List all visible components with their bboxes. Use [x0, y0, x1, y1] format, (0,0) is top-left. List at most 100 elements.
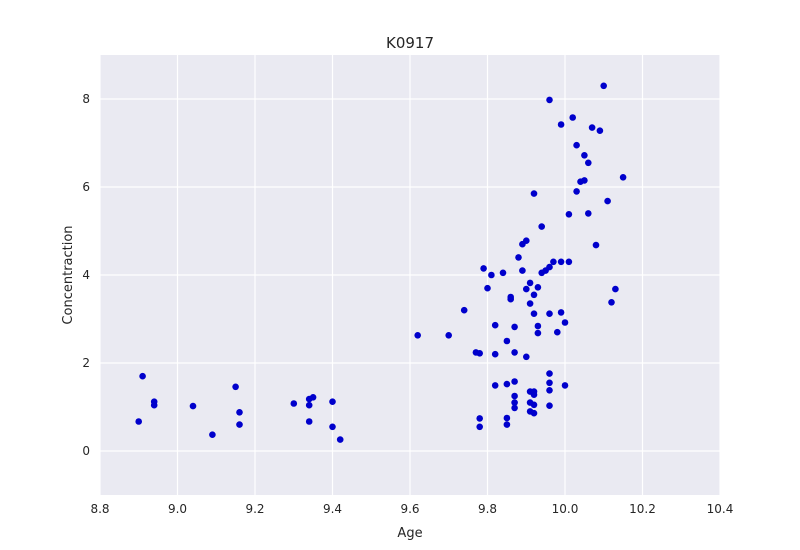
data-point [534, 322, 542, 330]
data-point [561, 319, 569, 326]
grid [99, 55, 721, 495]
data-point [550, 258, 557, 266]
x-tick-label: 9.8 [478, 502, 497, 516]
data-points [135, 82, 627, 443]
data-point [305, 401, 313, 409]
data-point [503, 337, 511, 345]
data-point [557, 309, 565, 316]
data-point [573, 188, 580, 195]
data-point [135, 418, 142, 425]
x-axis-label: Age [397, 526, 422, 541]
data-point [588, 124, 596, 131]
data-point [329, 398, 336, 406]
data-point [414, 332, 422, 339]
data-point [290, 400, 298, 407]
data-point [329, 423, 336, 431]
data-point [460, 306, 468, 314]
data-point [511, 392, 518, 400]
data-point [503, 421, 511, 428]
data-point [565, 211, 573, 218]
data-point [600, 82, 607, 90]
data-point [511, 323, 518, 331]
data-point [232, 383, 239, 391]
data-point [305, 418, 313, 425]
data-point [546, 96, 553, 104]
data-point [585, 159, 592, 167]
data-point [511, 404, 518, 412]
data-point [515, 254, 522, 261]
data-point [561, 382, 569, 389]
data-point [139, 372, 146, 380]
data-point [511, 349, 518, 356]
data-point [608, 299, 615, 306]
data-point [530, 401, 538, 409]
data-point [581, 152, 588, 159]
y-tick-labels: 0 2 4 6 8 [82, 92, 90, 458]
data-point [573, 141, 580, 149]
data-point [484, 284, 491, 292]
x-tick-label: 9.2 [245, 502, 264, 516]
data-point [523, 237, 530, 244]
x-tick-label: 10.2 [629, 502, 656, 516]
data-point [309, 394, 317, 401]
data-point [534, 284, 542, 291]
data-point [538, 223, 545, 230]
data-point [491, 350, 499, 358]
data-point [150, 401, 158, 409]
x-tick-label: 9.6 [400, 502, 419, 516]
data-point [546, 379, 553, 387]
data-point [619, 174, 627, 181]
data-point [546, 370, 553, 377]
data-point [530, 310, 538, 318]
y-tick-label: 8 [82, 92, 90, 106]
data-point [569, 114, 576, 121]
data-point [534, 329, 542, 337]
x-tick-labels: 8.8 9.0 9.2 9.4 9.6 9.8 10.0 10.2 10.4 [90, 502, 733, 516]
x-tick-label: 8.8 [90, 502, 109, 516]
data-point [476, 423, 484, 431]
data-point [526, 300, 534, 307]
data-point [557, 258, 565, 266]
data-point [189, 402, 197, 410]
x-tick-label: 10.4 [707, 502, 734, 516]
data-point [511, 378, 518, 385]
data-point [209, 431, 216, 439]
data-point [499, 269, 507, 277]
data-point [585, 210, 592, 217]
data-point [236, 421, 243, 428]
y-axis-label: Concentraction [61, 225, 76, 324]
data-point [546, 263, 553, 271]
chart-title: K0917 [386, 34, 434, 52]
data-point [530, 190, 538, 197]
data-point [519, 267, 526, 274]
y-tick-label: 4 [82, 268, 90, 282]
data-point [530, 391, 538, 399]
data-point [488, 271, 495, 279]
data-point [523, 285, 530, 293]
data-point [554, 328, 561, 336]
data-point [604, 197, 611, 205]
data-point [503, 380, 511, 388]
data-point [480, 265, 487, 272]
data-point [546, 387, 553, 394]
data-point [491, 382, 499, 389]
x-tick-label: 9.4 [323, 502, 342, 516]
data-point [530, 291, 538, 299]
data-point [592, 241, 600, 249]
data-point [557, 121, 565, 128]
data-point [507, 295, 514, 303]
data-point [503, 414, 511, 422]
x-tick-label: 10.0 [552, 502, 579, 516]
data-point [511, 399, 518, 406]
data-point [476, 350, 484, 357]
data-point [445, 332, 453, 339]
data-point [596, 127, 604, 134]
data-point [491, 321, 499, 329]
y-tick-label: 0 [82, 444, 90, 458]
y-tick-label: 2 [82, 356, 90, 370]
data-point [565, 258, 573, 266]
data-point [612, 285, 619, 293]
data-point [546, 402, 553, 410]
